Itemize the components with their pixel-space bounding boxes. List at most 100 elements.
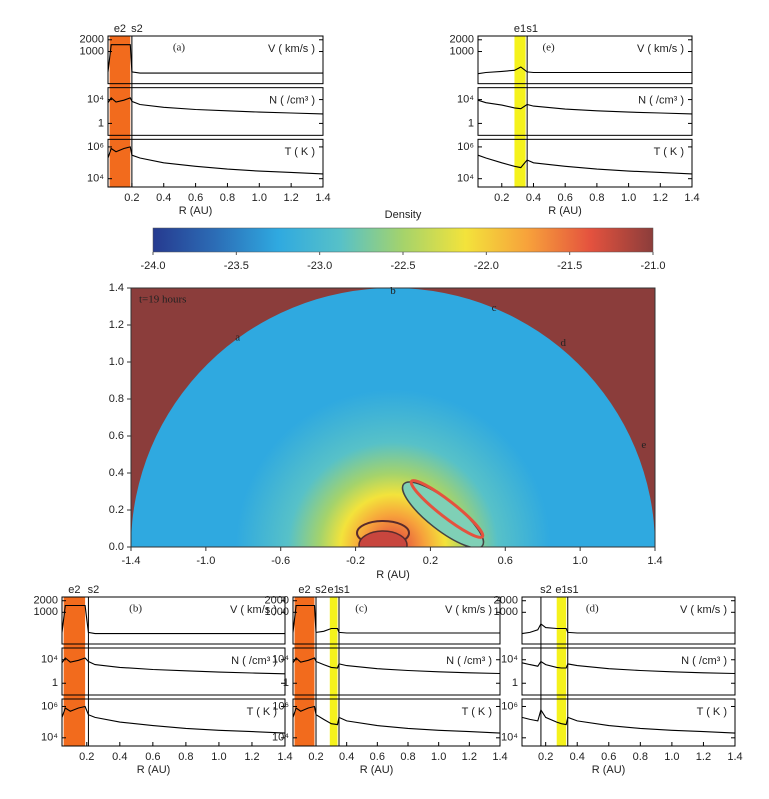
x-tick-label: 1.2	[283, 192, 298, 204]
y-tick-label: 0.6	[109, 430, 124, 442]
row-name: V ( km/s )	[230, 604, 277, 616]
colorbar-tick-label: -24.0	[140, 260, 165, 272]
colorbar-tick-label: -21.5	[557, 260, 582, 272]
shock-label: s2	[88, 584, 100, 596]
x-tick-label: 1.4	[727, 751, 742, 763]
row-name: V ( km/s )	[268, 43, 315, 55]
x-tick-label: 1.0	[664, 751, 679, 763]
ring-point-label: e	[641, 439, 646, 451]
event-band	[109, 36, 131, 187]
y-tick-label: 1	[52, 677, 58, 689]
time-annotation: t=19 hours	[139, 294, 186, 306]
y-tick-label: 1000	[494, 606, 518, 618]
event-band	[329, 597, 338, 746]
ring-point-label: c	[492, 302, 497, 314]
y-tick-label: 1000	[450, 45, 474, 57]
x-tick-label: 0.6	[370, 751, 385, 763]
x-tick-label: 1.4	[684, 192, 699, 204]
x-tick-label: 0.4	[339, 751, 354, 763]
row-name: T ( K )	[462, 706, 492, 718]
y-tick-label: 10⁴	[501, 732, 518, 744]
row-name: T ( K )	[654, 146, 684, 158]
y-tick-label: 0.0	[109, 541, 124, 553]
x-tick-label: 0.6	[601, 751, 616, 763]
x-axis-label: R (AU)	[137, 764, 171, 776]
row-frame	[107, 35, 324, 85]
x-tick-label: 1.2	[653, 192, 668, 204]
band-label: e2	[68, 584, 80, 596]
y-tick-label: 10⁶	[457, 141, 474, 153]
row-name: N ( /cm³ )	[681, 655, 727, 667]
panel-label: (b)	[129, 603, 142, 615]
x-tick-label: 0.8	[220, 192, 235, 204]
cme-shell	[409, 479, 485, 539]
event-band	[514, 36, 526, 187]
panel-label: (e)	[543, 42, 556, 54]
row-frame	[477, 138, 693, 188]
x-tick-label: 0.6	[498, 555, 513, 567]
ring-point-label: d	[561, 337, 567, 349]
y-tick-label: 1	[468, 117, 474, 129]
row-name: N ( /cm³ )	[638, 95, 684, 107]
row-frame	[61, 596, 286, 645]
profile-line	[292, 705, 501, 734]
shock-label: s1	[338, 584, 350, 596]
x-tick-label: 0.4	[570, 751, 585, 763]
band-label: e2	[298, 584, 310, 596]
x-tick-label: 1.2	[462, 751, 477, 763]
profile-line	[61, 657, 286, 675]
row-frame	[292, 698, 501, 747]
y-tick-label: 2000	[450, 34, 474, 46]
ring-point-label: b	[390, 285, 396, 297]
row-name: N ( /cm³ )	[269, 95, 315, 107]
row-name: V ( km/s )	[637, 43, 684, 55]
colorbar-tick-label: -23.0	[307, 260, 332, 272]
profile-line	[107, 96, 324, 115]
row-frame	[477, 87, 693, 136]
band-label: e1	[555, 584, 567, 596]
x-tick-label: 0.6	[145, 751, 160, 763]
row-frame	[477, 35, 693, 85]
profile-line	[521, 623, 735, 635]
event-band	[63, 597, 86, 746]
row-name: N ( /cm³ )	[446, 655, 492, 667]
panel-label: (c)	[355, 603, 368, 615]
x-tick-label: 0.8	[589, 192, 604, 204]
y-tick-label: 1000	[34, 606, 58, 618]
band-label: e1	[328, 584, 340, 596]
profile-line	[521, 708, 736, 734]
y-tick-label: 2000	[80, 34, 104, 46]
row-name: T ( K )	[697, 706, 727, 718]
shock-label: s2	[540, 584, 552, 596]
ring-point-label: a	[235, 331, 240, 343]
x-tick-label: 1.0	[431, 751, 446, 763]
y-tick-label: 10⁴	[87, 93, 104, 105]
event-band	[556, 597, 567, 746]
row-frame	[107, 87, 324, 136]
x-tick-label: 0.2	[79, 751, 94, 763]
shock-label: s1	[567, 584, 579, 596]
x-tick-label: 0.2	[124, 192, 139, 204]
shock-label: s2	[131, 23, 143, 35]
y-tick-label: 10⁴	[457, 93, 474, 105]
row-frame	[521, 596, 736, 645]
x-tick-label: 1.2	[696, 751, 711, 763]
y-tick-label: 1000	[265, 606, 289, 618]
y-tick-label: 1	[283, 677, 289, 689]
x-tick-label: 0.2	[538, 751, 553, 763]
colorbar-tick-label: -22.0	[474, 260, 499, 272]
x-tick-label: 1.4	[647, 555, 662, 567]
y-tick-label: 2000	[494, 595, 518, 607]
x-tick-label: 1.4	[315, 192, 330, 204]
row-frame	[61, 647, 286, 696]
x-tick-label: 0.2	[494, 192, 509, 204]
row-frame	[107, 138, 324, 188]
x-tick-label: -0.2	[346, 555, 365, 567]
colorbar-tick-label: -22.5	[390, 260, 415, 272]
profile-line	[477, 66, 692, 75]
map-field	[131, 288, 655, 547]
x-axis-label: R (AU)	[592, 764, 626, 776]
y-tick-label: 10⁴	[272, 654, 289, 666]
x-tick-label: 0.6	[558, 192, 573, 204]
